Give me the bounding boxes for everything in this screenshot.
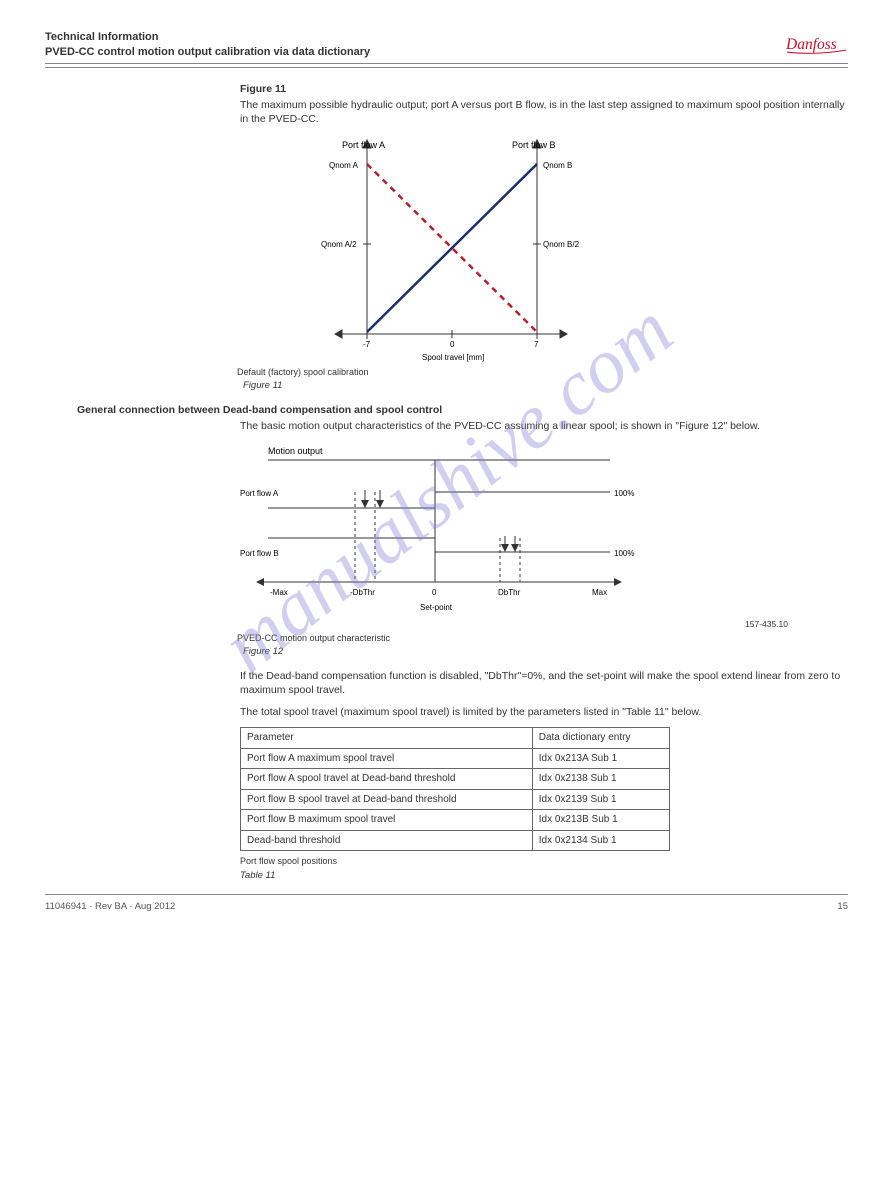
drawing-code: 157-435.10 (45, 619, 848, 630)
chart-motion-output: Motion output Port flow A 100% Port flow… (220, 442, 650, 617)
svg-text:0: 0 (432, 588, 437, 597)
svg-text:Qnom A/2: Qnom A/2 (321, 240, 357, 249)
footer-doc-id: 11046941 · Rev BA · Aug 2012 (45, 901, 175, 914)
fig11-intro: The maximum possible hydraulic output; p… (240, 98, 848, 126)
fig11-caption: Default (factory) spool calibration (45, 366, 848, 378)
fig11-number: Figure 11 (45, 380, 848, 393)
svg-text:DbThr: DbThr (498, 588, 521, 597)
deadband-p2: If the Dead-band compensation function i… (240, 669, 848, 697)
hdr-title: PVED-CC control motion output calibratio… (45, 45, 370, 60)
section-heading-deadband: General connection between Dead-band com… (77, 403, 848, 417)
svg-text:Port flow B: Port flow B (240, 549, 279, 558)
table-port-flow: ParameterData dictionary entry Port flow… (240, 727, 670, 851)
svg-text:Port flow A: Port flow A (342, 140, 385, 150)
chart-spool-calibration: Port flow A Port flow B Qnom A Qnom A/2 … (307, 134, 587, 364)
deadband-intro: The basic motion output characteristics … (240, 419, 848, 433)
fig12-number: Figure 12 (45, 646, 848, 659)
svg-text:Danfoss: Danfoss (786, 36, 837, 53)
brand-logo: Danfoss (786, 32, 848, 60)
svg-text:Spool travel [mm]: Spool travel [mm] (422, 353, 484, 362)
svg-text:Set-point: Set-point (420, 603, 453, 612)
svg-text:Port flow B: Port flow B (512, 140, 556, 150)
svg-text:100%: 100% (614, 549, 634, 558)
svg-text:100%: 100% (614, 489, 634, 498)
svg-text:-DbThr: -DbThr (350, 588, 375, 597)
svg-text:Max: Max (592, 588, 607, 597)
svg-text:Qnom B: Qnom B (543, 161, 572, 170)
svg-text:Qnom A: Qnom A (329, 161, 359, 170)
svg-text:Port flow A: Port flow A (240, 489, 279, 498)
svg-text:-7: -7 (363, 340, 371, 349)
table-caption: Port flow spool positions (45, 855, 848, 867)
svg-text:7: 7 (534, 340, 539, 349)
table-number: Table 11 (45, 870, 848, 883)
svg-text:Motion output: Motion output (268, 446, 323, 456)
fig12-caption: PVED-CC motion output characteristic (45, 632, 848, 644)
fig11-heading: Figure 11 (240, 82, 848, 96)
deadband-p3: The total spool travel (maximum spool tr… (240, 705, 848, 719)
svg-text:0: 0 (450, 340, 455, 349)
hdr-left: Technical Information (45, 30, 370, 45)
footer-page-no: 15 (837, 901, 848, 914)
svg-text:Qnom B/2: Qnom B/2 (543, 240, 580, 249)
svg-text:-Max: -Max (270, 588, 288, 597)
